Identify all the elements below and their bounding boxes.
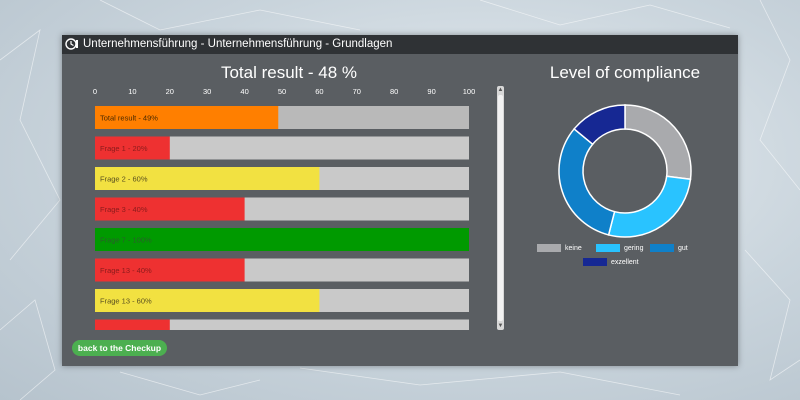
legend-item-gut: gut bbox=[650, 244, 688, 253]
legend-swatch bbox=[650, 244, 674, 253]
x-tick-label: 50 bbox=[278, 87, 286, 96]
bar-fill bbox=[95, 289, 320, 312]
total-result-heading: Total result - 48 % bbox=[220, 63, 358, 82]
legend-swatch bbox=[596, 244, 620, 253]
x-tick-label: 60 bbox=[315, 87, 323, 96]
donut-slice-exzellent bbox=[573, 104, 626, 146]
bar-track bbox=[95, 319, 469, 330]
x-tick-label: 10 bbox=[128, 87, 136, 96]
legend-label: gut bbox=[678, 245, 688, 252]
bar-label: Frage 3 - 40% bbox=[100, 205, 148, 214]
legend-label: exzellent bbox=[611, 259, 639, 266]
bar-label: Frage 2 - 60% bbox=[100, 175, 148, 184]
legend-swatch bbox=[537, 244, 561, 253]
window-title: Unternehmensführung - Unternehmensführun… bbox=[83, 38, 393, 50]
compliance-legend: keine gering gut exzellent bbox=[532, 244, 718, 270]
compliance-heading: Level of compliance bbox=[549, 63, 701, 82]
checkup-result-window: Unternehmensführung - Unternehmensführun… bbox=[62, 35, 738, 366]
x-tick-label: 90 bbox=[427, 87, 435, 96]
x-tick-label: 70 bbox=[353, 87, 361, 96]
scroll-down-arrow-icon[interactable]: ▼ bbox=[497, 323, 504, 329]
legend-label: keine bbox=[565, 245, 582, 252]
donut-slice-keine bbox=[624, 104, 692, 181]
bar-track bbox=[95, 136, 469, 160]
x-tick-label: 80 bbox=[390, 87, 398, 96]
scroll-up-arrow-icon[interactable]: ▲ bbox=[497, 87, 504, 93]
donut-slice-gering bbox=[607, 175, 692, 238]
bar-label: Frage 7 - 100% bbox=[100, 236, 152, 245]
bar-label: Total result - 49% bbox=[100, 114, 158, 123]
x-tick-label: 30 bbox=[203, 87, 211, 96]
bar-chart-scrollbar[interactable]: ▲ ▼ bbox=[497, 86, 504, 330]
bar-fill bbox=[95, 136, 170, 160]
back-to-checkup-button[interactable]: back to the Checkup bbox=[72, 340, 167, 356]
x-tick-label: 100 bbox=[463, 87, 476, 96]
legend-item-keine: keine bbox=[537, 244, 582, 253]
bar-fill bbox=[95, 167, 320, 190]
x-tick-label: 0 bbox=[93, 87, 97, 96]
bar-fill bbox=[95, 197, 245, 221]
app-logo-icon bbox=[65, 38, 78, 50]
legend-item-gering: gering bbox=[596, 244, 643, 253]
scrollbar-thumb[interactable] bbox=[498, 95, 503, 321]
legend-item-exzellent: exzellent bbox=[583, 258, 639, 267]
legend-label: gering bbox=[624, 245, 644, 252]
bar-label: Frage 13 - 40% bbox=[100, 266, 152, 275]
bar-fill bbox=[95, 106, 279, 129]
bar-label: Frage 1 - 20% bbox=[100, 144, 148, 153]
charts-canvas: 0 10 20 30 40 50 60 70 80 90 100 Total result - 49%… bbox=[93, 87, 692, 330]
bar-fill bbox=[95, 228, 469, 251]
bar-fill bbox=[95, 258, 245, 282]
x-tick-label: 40 bbox=[240, 87, 248, 96]
window-titlebar: Unternehmensführung - Unternehmensführun… bbox=[62, 35, 738, 54]
legend-swatch bbox=[583, 258, 607, 267]
x-tick-label: 20 bbox=[166, 87, 174, 96]
bar-label: Frage 13 - 60% bbox=[100, 297, 152, 306]
bar-fill bbox=[95, 319, 170, 330]
donut-slice-gut bbox=[558, 127, 616, 236]
